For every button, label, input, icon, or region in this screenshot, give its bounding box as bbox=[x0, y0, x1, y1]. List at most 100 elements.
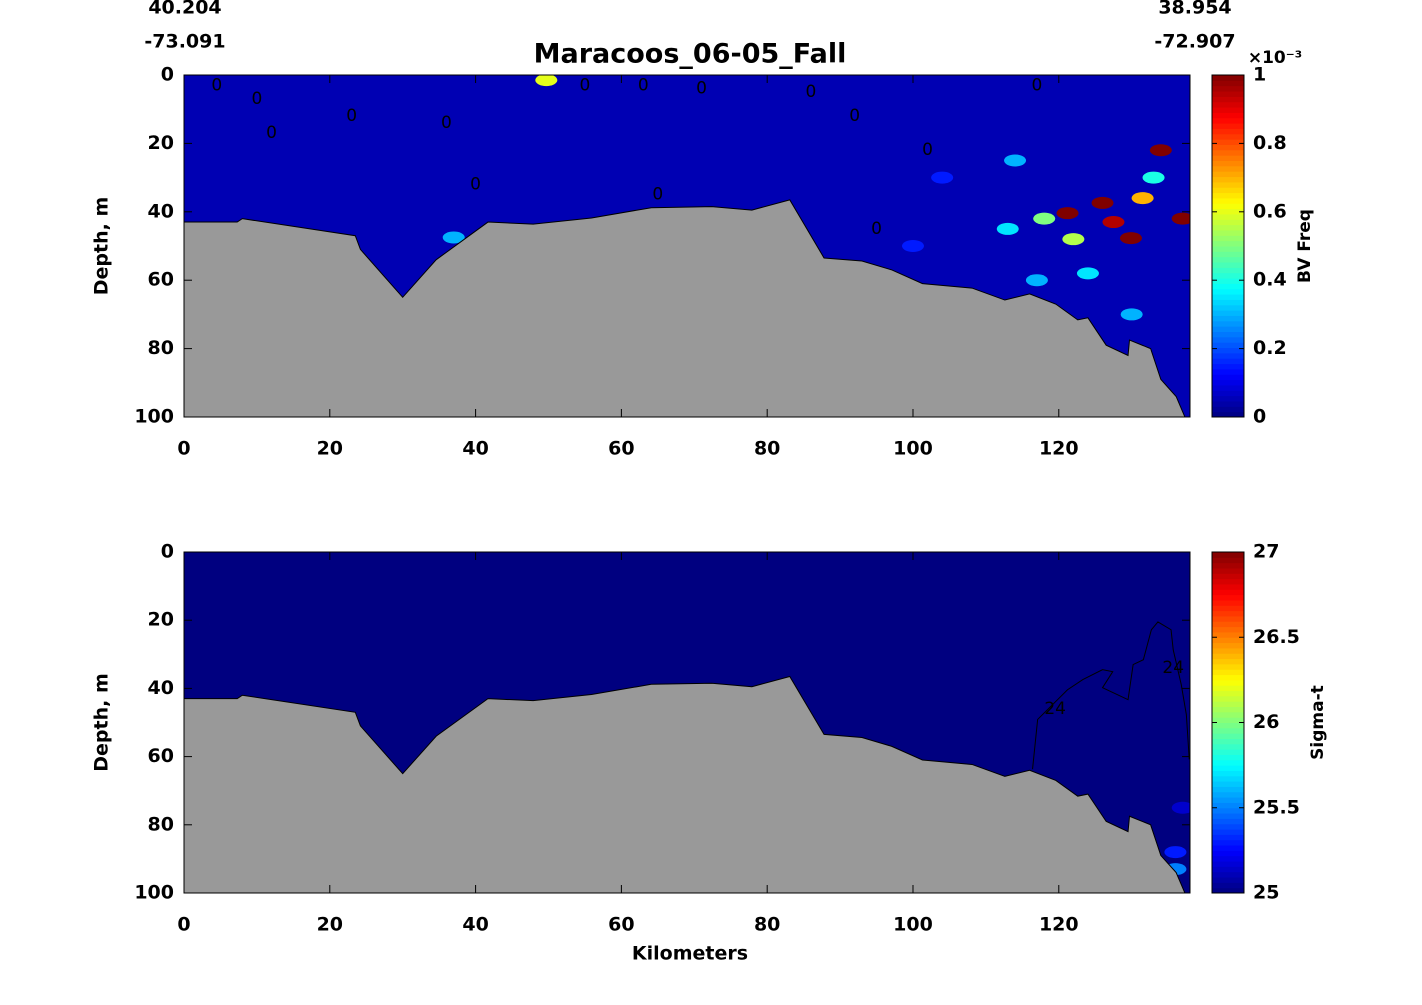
contour-label: 0 bbox=[211, 75, 222, 95]
colorbar-swatch bbox=[1212, 610, 1244, 617]
colorbar-swatch bbox=[1212, 663, 1244, 670]
colorbar-swatch bbox=[1212, 171, 1244, 178]
hotspot bbox=[996, 222, 1019, 235]
hotspot bbox=[1142, 171, 1165, 184]
colorbar-swatch bbox=[1212, 267, 1244, 274]
colorbar-swatch bbox=[1212, 743, 1244, 750]
colorbar-swatch bbox=[1212, 123, 1244, 129]
axes-box bbox=[183, 551, 1191, 894]
colorbar-tick-label: 25 bbox=[1253, 882, 1279, 904]
y-tick-label: 60 bbox=[148, 745, 174, 767]
colorbar-swatch bbox=[1212, 107, 1244, 113]
bathymetry bbox=[184, 675, 1186, 893]
x-tick-label: 120 bbox=[1039, 438, 1079, 460]
colorbar-swatch bbox=[1212, 754, 1244, 761]
colorbar-tick-label: 0.2 bbox=[1253, 337, 1287, 359]
colorbar-swatch bbox=[1212, 390, 1244, 397]
contour-label: 0 bbox=[696, 79, 707, 99]
colorbar-swatch bbox=[1212, 621, 1244, 628]
hotspot bbox=[1062, 233, 1085, 246]
colorbar-swatch bbox=[1212, 749, 1244, 755]
hotspot bbox=[442, 231, 465, 244]
colorbar-swatch bbox=[1212, 797, 1244, 803]
y-tick-label: 100 bbox=[134, 882, 174, 904]
end-lat: 38.954 bbox=[1158, 0, 1231, 19]
colorbar-swatch bbox=[1212, 379, 1244, 386]
colorbar-swatch bbox=[1212, 320, 1244, 327]
colorbar-swatch bbox=[1212, 871, 1244, 878]
y-tick-label: 80 bbox=[148, 337, 174, 359]
bathymetry bbox=[184, 199, 1186, 417]
chart-title: Maracoos_06-05_Fall bbox=[534, 39, 847, 70]
colorbar-swatch bbox=[1212, 176, 1244, 183]
hotspot bbox=[1056, 207, 1079, 220]
colorbar-swatch bbox=[1212, 181, 1244, 188]
hotspot bbox=[1164, 846, 1187, 859]
colorbar-swatch bbox=[1212, 589, 1244, 596]
colorbar-swatch bbox=[1212, 855, 1244, 862]
colorbar-tick-label: 1 bbox=[1253, 64, 1266, 86]
colorbar-tick-label: 26 bbox=[1253, 711, 1279, 733]
colorbar-swatch bbox=[1212, 599, 1244, 606]
contour-label: 0 bbox=[922, 140, 933, 160]
start-lon: -73.091 bbox=[144, 31, 225, 53]
contour-label: 0 bbox=[871, 219, 882, 239]
colorbar-swatch bbox=[1212, 288, 1244, 295]
colorbar-swatch bbox=[1212, 406, 1244, 413]
colorbar-swatch bbox=[1212, 887, 1244, 894]
colorbar-label: BV Freq bbox=[1295, 209, 1315, 283]
contour-label: 0 bbox=[849, 106, 860, 126]
colorbar-tick-label: 0.8 bbox=[1253, 132, 1287, 154]
colorbar-swatch bbox=[1212, 759, 1244, 766]
colorbar-swatch bbox=[1212, 262, 1244, 268]
y-tick-label: 0 bbox=[161, 64, 174, 86]
hotspot bbox=[1149, 144, 1172, 157]
colorbar-swatch bbox=[1212, 283, 1244, 290]
contour-label: 0 bbox=[652, 185, 663, 205]
colorbar-swatch bbox=[1212, 834, 1244, 841]
colorbar-swatch bbox=[1212, 861, 1244, 867]
colorbar-swatch bbox=[1212, 149, 1244, 156]
colorbar-swatch bbox=[1212, 701, 1244, 708]
colorbar-swatch bbox=[1212, 272, 1244, 279]
colorbar-swatch bbox=[1212, 765, 1244, 771]
contour-label: 0 bbox=[638, 75, 649, 95]
colorbar-scale: ×10⁻³ bbox=[1248, 48, 1302, 68]
colorbar-swatch bbox=[1212, 128, 1244, 135]
colorbar-swatch bbox=[1212, 605, 1244, 612]
hotspot bbox=[1171, 801, 1190, 814]
colorbar-swatch bbox=[1212, 738, 1244, 745]
colorbar-swatch bbox=[1212, 877, 1244, 883]
colorbar-swatch bbox=[1212, 823, 1244, 830]
colorbar-swatch bbox=[1212, 829, 1244, 835]
y-axis-label: Depth, m bbox=[91, 197, 113, 296]
colorbar-swatch bbox=[1212, 722, 1244, 729]
colorbar-swatch bbox=[1212, 642, 1244, 649]
colorbar-label: Sigma-t bbox=[1308, 685, 1328, 760]
y-tick-label: 40 bbox=[148, 677, 174, 699]
colorbar-swatch bbox=[1212, 246, 1244, 252]
colorbar-swatch bbox=[1212, 733, 1244, 739]
colorbar-tick-label: 26.5 bbox=[1253, 626, 1300, 648]
x-tick-label: 0 bbox=[177, 914, 190, 936]
colorbar-swatch bbox=[1212, 240, 1244, 247]
colorbar-swatch bbox=[1212, 711, 1244, 718]
colorbar-swatch bbox=[1212, 368, 1244, 375]
colorbar-swatch bbox=[1212, 669, 1244, 676]
colorbar-swatch bbox=[1212, 374, 1244, 381]
colorbar-swatch bbox=[1212, 384, 1244, 391]
colorbar-swatch bbox=[1212, 326, 1244, 332]
y-axis-label: Depth, m bbox=[91, 673, 113, 772]
colorbar-box bbox=[1211, 74, 1245, 418]
colorbar-swatch bbox=[1212, 203, 1244, 210]
plot-area: 24 24 bbox=[184, 552, 1190, 893]
colorbar-swatch bbox=[1212, 839, 1244, 846]
colorbar-swatch bbox=[1212, 342, 1244, 349]
y-tick-label: 80 bbox=[148, 813, 174, 835]
colorbar-swatch bbox=[1212, 411, 1244, 418]
colorbar-swatch bbox=[1212, 637, 1244, 644]
y-tick-label: 100 bbox=[134, 406, 174, 428]
colorbar-swatch bbox=[1212, 358, 1244, 365]
x-tick-label: 80 bbox=[754, 914, 780, 936]
